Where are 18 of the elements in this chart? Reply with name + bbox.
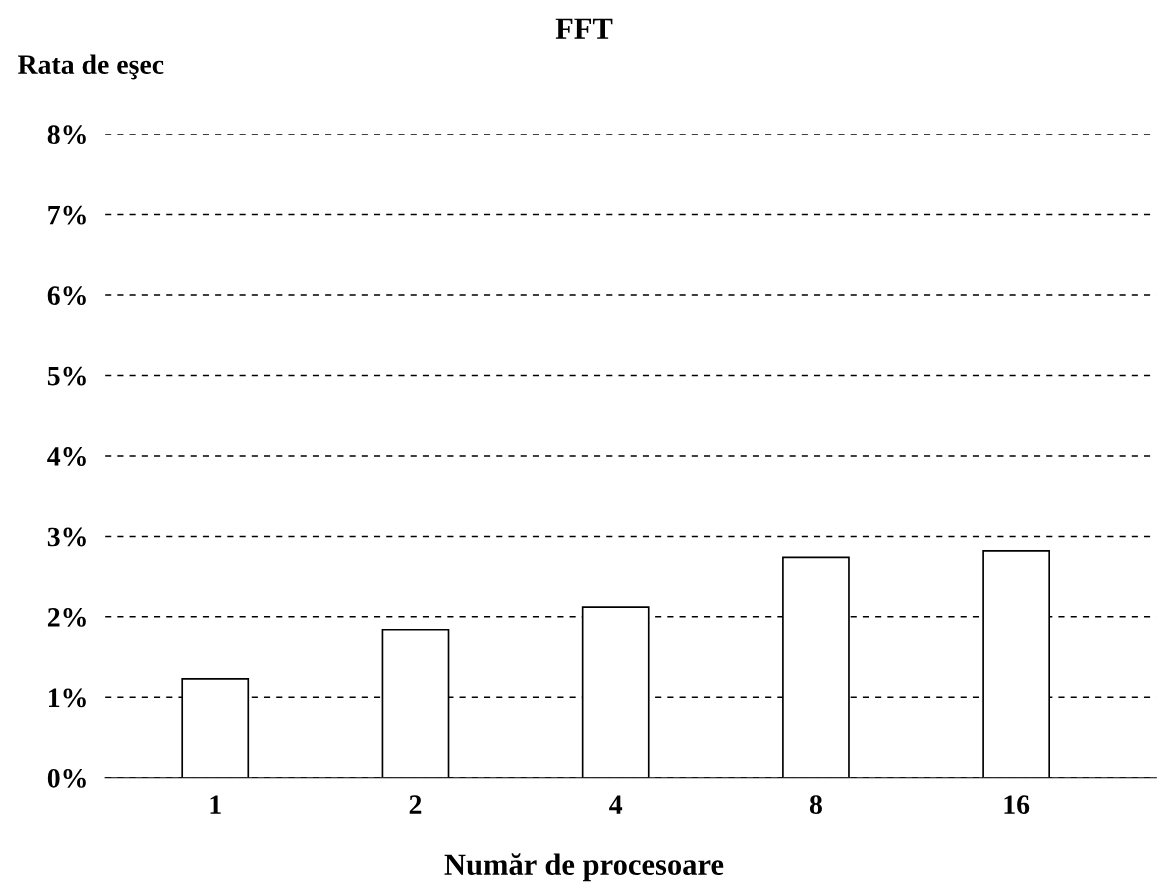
y-tick-label: 0% [47,768,86,788]
y-axis-title: Rata de eşec [17,54,164,80]
bar [581,606,650,778]
x-tick-label: 4 [609,795,623,814]
y-tick-label: 5% [47,366,86,386]
y-tick-label: 4% [47,447,86,466]
y-tick-label: 2% [47,608,86,627]
y-tick-label: 1% [49,688,86,708]
y-tick-label: 3% [47,527,86,547]
x-tick-label: 8 [809,795,822,814]
y-tick-label: 7% [48,205,86,225]
y-tick-label: 6% [47,286,86,306]
x-tick-label: 1 [210,795,221,814]
y-tick-label: 8% [47,125,86,145]
x-axis-title: Număr de procesoare [444,853,724,882]
x-tick-label: 2 [409,795,422,814]
chart-title: FFT [555,18,613,39]
x-tick-label: 16 [1004,795,1030,814]
